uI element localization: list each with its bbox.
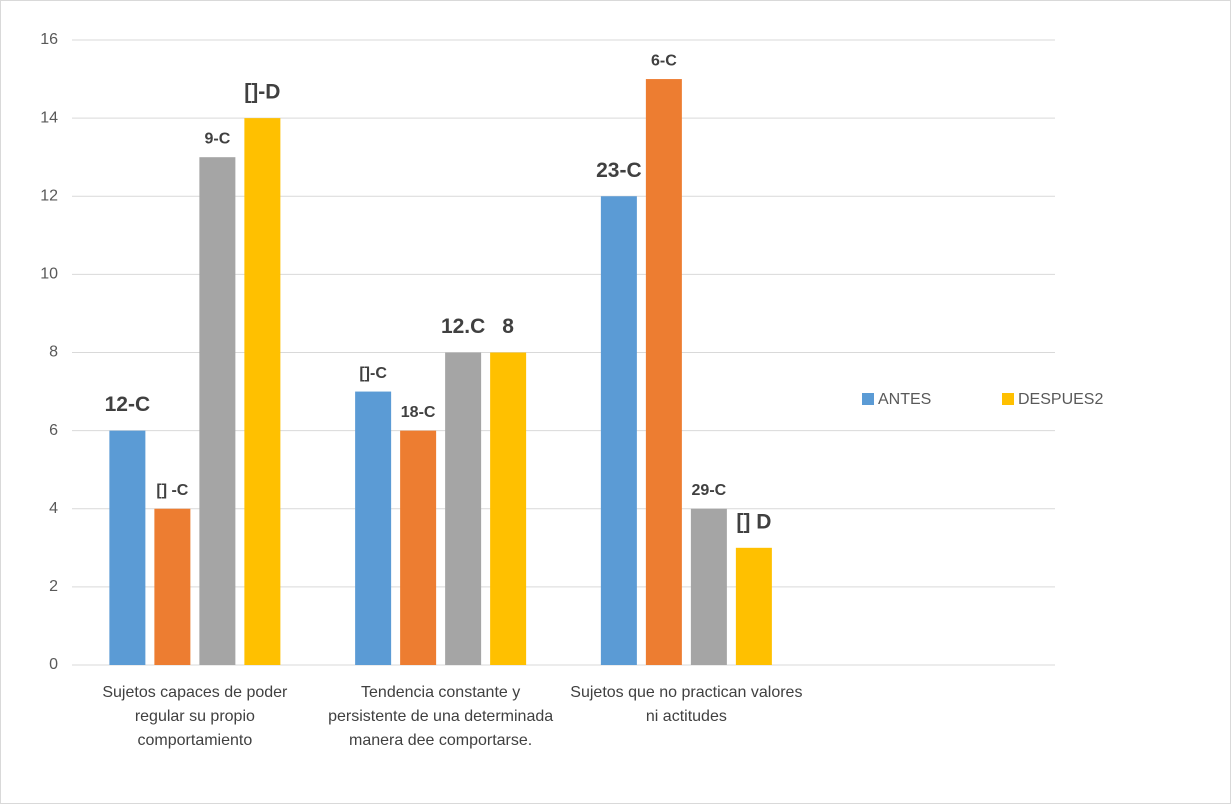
bar [490,352,527,665]
data-label: 6-C [651,52,677,69]
bar [199,157,236,665]
bar [445,352,482,665]
data-label: 12-C [105,393,151,416]
legend-label: DESPUES2 [1018,391,1103,408]
legend-label: ANTES [878,391,931,408]
bar [645,79,682,665]
y-tick-label: 6 [49,422,58,439]
data-label: 9-C [204,130,230,147]
bar [109,430,146,665]
x-tick-label: Sujetos capaces de poder regular su prop… [102,684,288,749]
data-label: [] D [736,510,771,533]
data-label: []-C [359,365,387,382]
bar [154,508,191,665]
y-tick-label: 14 [40,109,58,126]
bar [600,196,637,665]
x-tick-label: Tendencia constante y persistente de una… [328,684,554,749]
y-tick-label: 0 [49,656,58,673]
bar [400,430,437,665]
legend-swatch [862,393,874,405]
data-label: 18-C [401,404,436,421]
bar [355,391,392,665]
data-label: 29-C [692,482,727,499]
y-tick-label: 16 [40,31,58,48]
y-tick-label: 12 [40,187,58,204]
bar [690,508,727,665]
data-label: 8 [502,315,514,338]
y-tick-label: 10 [40,266,58,283]
data-label: [] -C [156,482,188,499]
y-tick-label: 4 [49,500,58,517]
y-tick-label: 8 [49,344,58,361]
data-label: []-D [244,81,280,104]
x-tick-label: Sujetos que no practican valores ni acti… [570,684,803,725]
legend-swatch [1002,393,1014,405]
data-label: 23-C [596,159,642,182]
data-label: 12.C [441,315,485,338]
y-tick-label: 2 [49,578,58,595]
bar [244,118,281,665]
bar [735,547,772,665]
